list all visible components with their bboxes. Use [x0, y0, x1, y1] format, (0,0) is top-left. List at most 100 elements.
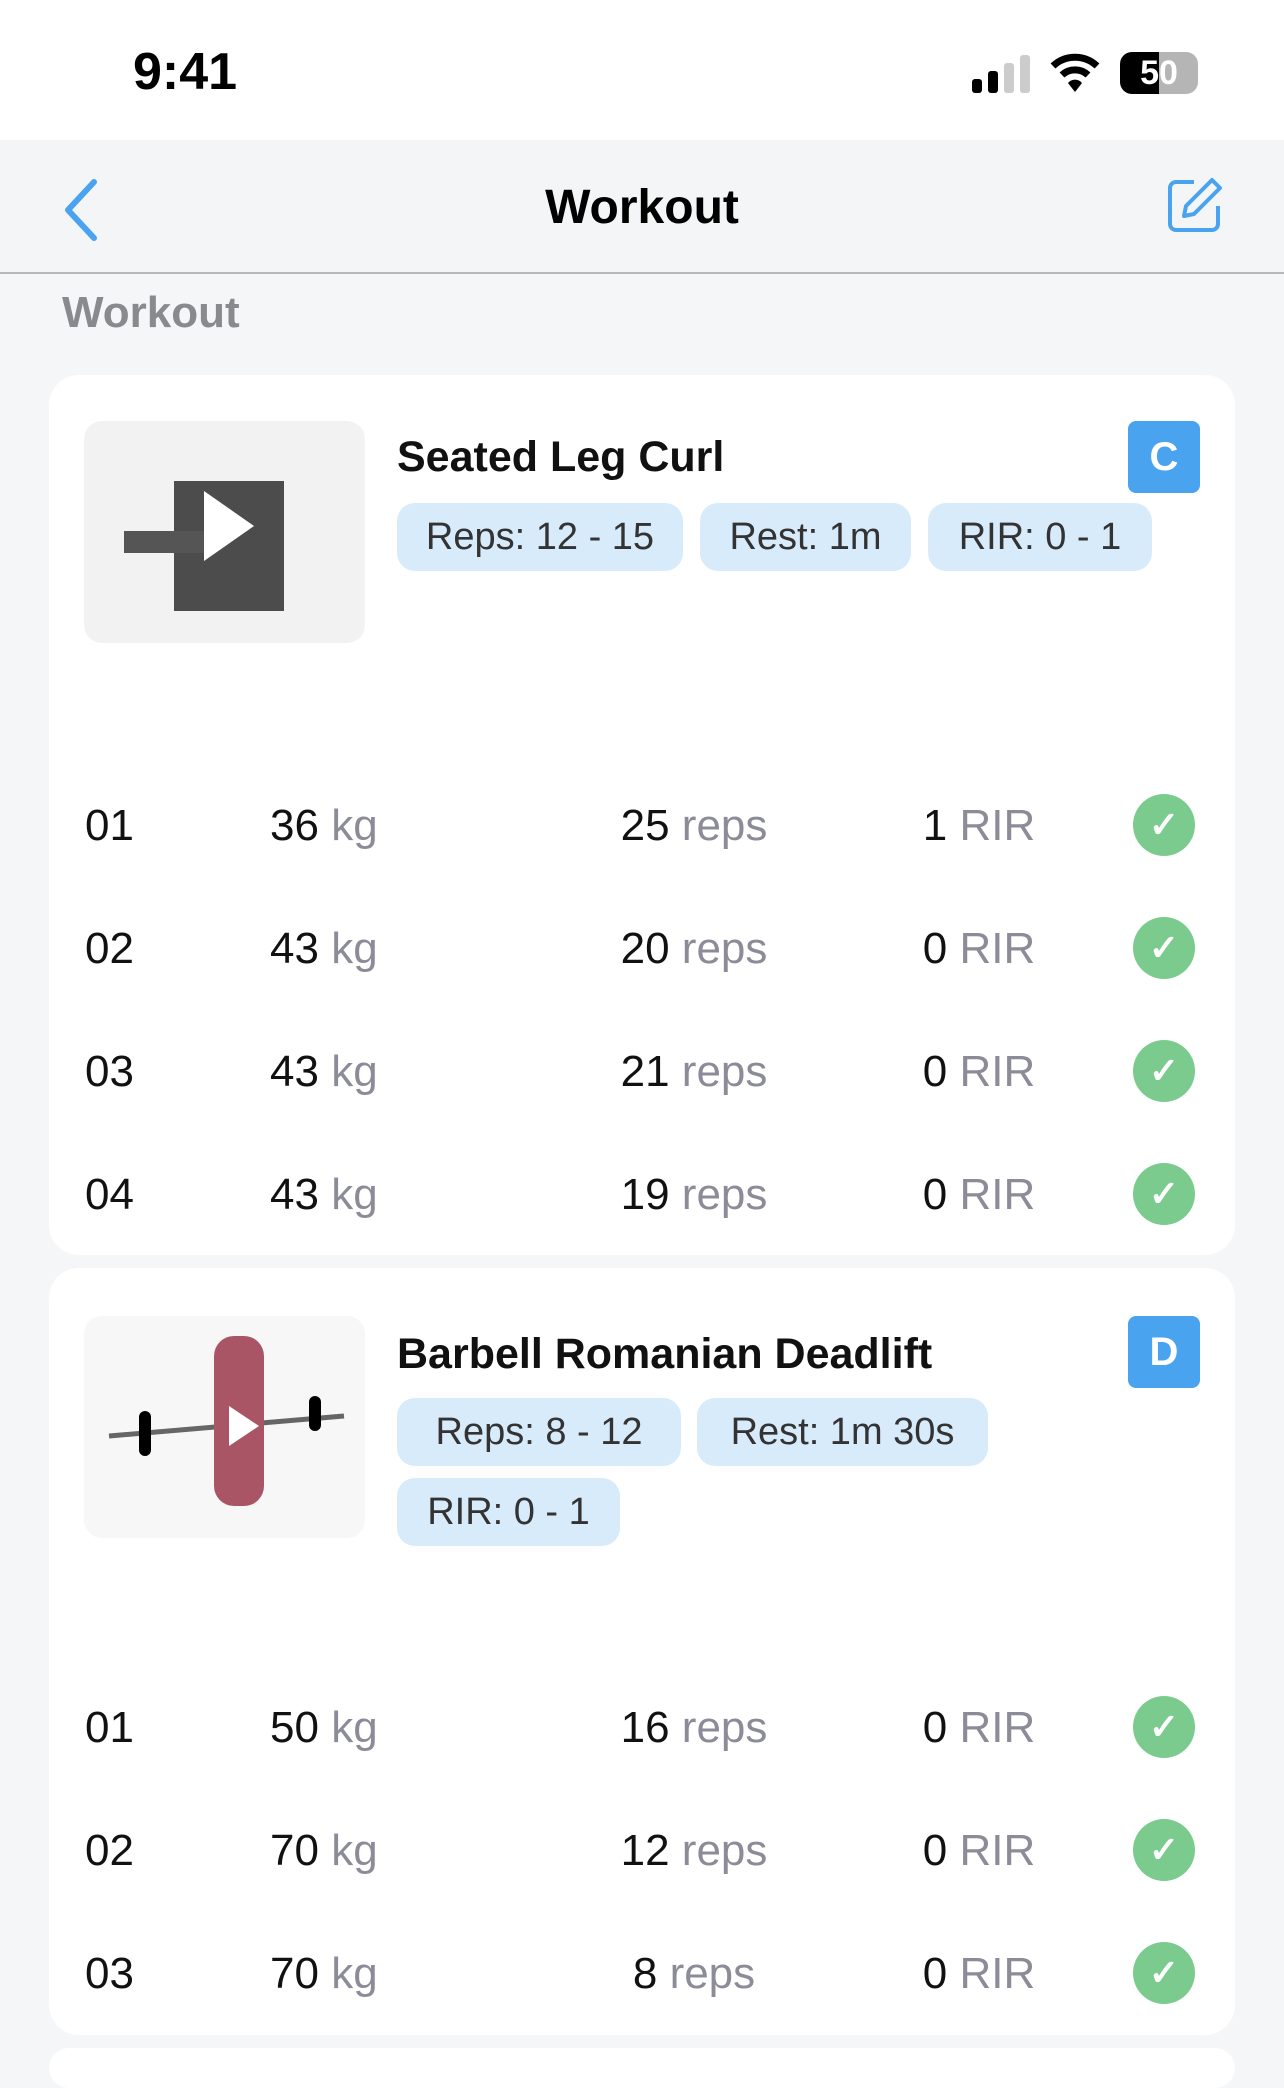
set-complete-check-icon[interactable]: ✓ [1133, 1163, 1195, 1225]
set-row[interactable]: 01 50 kg 16 reps 0 RIR ✓ [49, 1687, 1235, 1767]
set-reps[interactable]: 21 reps [544, 1047, 844, 1097]
superset-badge: C [1128, 421, 1200, 493]
reps-value: 12 [620, 1826, 670, 1875]
weight-value: 43 [270, 1170, 319, 1219]
rest-chip: Rest: 1m [700, 503, 911, 571]
set-number: 03 [85, 1047, 134, 1096]
page-title: Workout [545, 181, 739, 234]
nav-bar: Workout [0, 140, 1284, 274]
edit-icon[interactable] [1166, 176, 1224, 234]
exercise-video-thumbnail[interactable] [84, 421, 365, 643]
set-weight[interactable]: 43 kg [270, 1047, 378, 1097]
weight-unit: kg [331, 1949, 378, 1998]
reps-value: 8 [632, 1949, 658, 1998]
set-weight[interactable]: 70 kg [270, 1949, 378, 1999]
set-complete-check-icon[interactable]: ✓ [1133, 1040, 1195, 1102]
set-reps[interactable]: 16 reps [544, 1703, 844, 1753]
weight-value: 43 [270, 924, 319, 973]
set-rir[interactable]: 0 RIR [859, 924, 1099, 974]
set-weight[interactable]: 43 kg [270, 1170, 378, 1220]
section-label: Workout [62, 288, 240, 337]
set-weight[interactable]: 43 kg [270, 924, 378, 974]
set-reps[interactable]: 25 reps [544, 801, 844, 851]
set-reps[interactable]: 20 reps [544, 924, 844, 974]
set-reps[interactable]: 12 reps [544, 1826, 844, 1876]
rir-chip: RIR: 0 - 1 [928, 503, 1152, 571]
weight-unit: kg [331, 1826, 378, 1875]
set-complete-check-icon[interactable]: ✓ [1133, 1819, 1195, 1881]
weight-unit: kg [331, 924, 378, 973]
set-row[interactable]: 04 43 kg 19 reps 0 RIR ✓ [49, 1154, 1235, 1234]
rir-unit: RIR [959, 1703, 1036, 1752]
set-complete-check-icon[interactable]: ✓ [1133, 1942, 1195, 2004]
exercise-card[interactable] [49, 2048, 1235, 2088]
set-rir[interactable]: 0 RIR [859, 1047, 1099, 1097]
rir-unit: RIR [959, 801, 1036, 850]
reps-unit: reps [669, 1949, 756, 1998]
back-chevron-icon[interactable] [58, 178, 108, 242]
set-row[interactable]: 01 36 kg 25 reps 1 RIR ✓ [49, 785, 1235, 865]
set-row[interactable]: 03 43 kg 21 reps 0 RIR ✓ [49, 1031, 1235, 1111]
reps-chip: Reps: 8 - 12 [397, 1398, 681, 1466]
set-number: 04 [85, 1170, 134, 1219]
reps-value: 21 [620, 1047, 670, 1096]
reps-value: 19 [620, 1170, 670, 1219]
reps-unit: reps [681, 1703, 768, 1752]
reps-chip: Reps: 12 - 15 [397, 503, 683, 571]
set-reps[interactable]: 19 reps [544, 1170, 844, 1220]
play-icon[interactable] [84, 421, 365, 643]
rir-unit: RIR [959, 1170, 1036, 1219]
exercise-video-thumbnail[interactable] [84, 1316, 365, 1538]
set-rir[interactable]: 0 RIR [859, 1170, 1099, 1220]
weight-value: 36 [270, 801, 319, 850]
set-complete-check-icon[interactable]: ✓ [1133, 917, 1195, 979]
battery-icon: 50 [1120, 52, 1198, 94]
set-rir[interactable]: 0 RIR [859, 1703, 1099, 1753]
set-weight[interactable]: 36 kg [270, 801, 378, 851]
set-weight[interactable]: 70 kg [270, 1826, 378, 1876]
exercise-card[interactable]: Barbell Romanian Deadlift D Reps: 8 - 12… [49, 1268, 1235, 2035]
reps-unit: reps [681, 801, 768, 850]
rir-unit: RIR [959, 1047, 1036, 1096]
exercise-card[interactable]: Seated Leg Curl C Reps: 12 - 15 Rest: 1m… [49, 375, 1235, 1255]
rir-value: 1 [922, 801, 948, 850]
set-number: 01 [85, 801, 134, 850]
reps-unit: reps [681, 924, 768, 973]
rir-unit: RIR [959, 1826, 1036, 1875]
rir-unit: RIR [959, 1949, 1036, 1998]
weight-unit: kg [331, 1047, 378, 1096]
rir-value: 0 [922, 924, 948, 973]
status-time: 9:41 [133, 43, 238, 101]
set-number: 03 [85, 1949, 134, 1998]
set-row[interactable]: 02 43 kg 20 reps 0 RIR ✓ [49, 908, 1235, 988]
weight-value: 70 [270, 1826, 319, 1875]
weight-unit: kg [331, 1703, 378, 1752]
reps-unit: reps [681, 1170, 768, 1219]
rir-value: 0 [922, 1170, 948, 1219]
weight-value: 43 [270, 1047, 319, 1096]
set-weight[interactable]: 50 kg [270, 1703, 378, 1753]
set-number: 01 [85, 1703, 134, 1752]
reps-value: 25 [620, 801, 670, 850]
superset-badge: D [1128, 1316, 1200, 1388]
rest-chip: Rest: 1m 30s [697, 1398, 988, 1466]
set-number: 02 [85, 1826, 134, 1875]
set-rir[interactable]: 0 RIR [859, 1826, 1099, 1876]
status-bar: 9:41 50 [0, 0, 1284, 140]
set-reps[interactable]: 8 reps [544, 1949, 844, 1999]
reps-value: 20 [620, 924, 670, 973]
reps-unit: reps [681, 1826, 768, 1875]
exercise-title: Barbell Romanian Deadlift [397, 1330, 933, 1378]
set-number: 02 [85, 924, 134, 973]
set-rir[interactable]: 1 RIR [859, 801, 1099, 851]
rir-value: 0 [922, 1826, 948, 1875]
set-row[interactable]: 03 70 kg 8 reps 0 RIR ✓ [49, 1933, 1235, 2013]
weight-unit: kg [331, 801, 378, 850]
set-complete-check-icon[interactable]: ✓ [1133, 794, 1195, 856]
rir-value: 0 [922, 1047, 948, 1096]
set-rir[interactable]: 0 RIR [859, 1949, 1099, 1999]
set-row[interactable]: 02 70 kg 12 reps 0 RIR ✓ [49, 1810, 1235, 1890]
play-icon[interactable] [84, 1316, 365, 1538]
set-complete-check-icon[interactable]: ✓ [1133, 1696, 1195, 1758]
rir-unit: RIR [959, 924, 1036, 973]
